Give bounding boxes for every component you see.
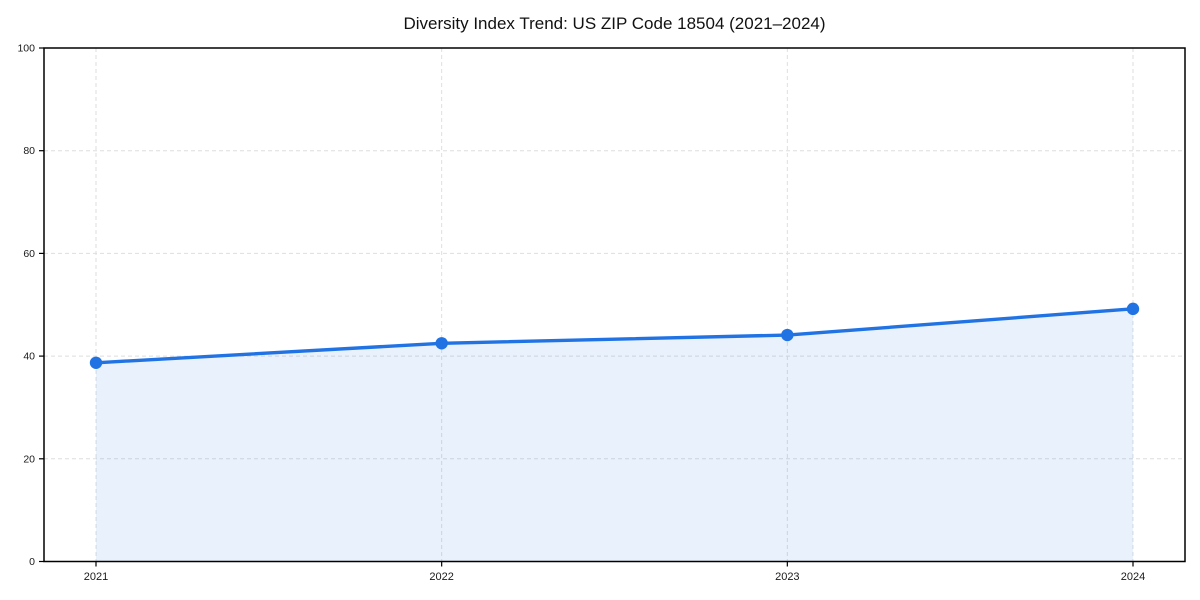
y-tick-label: 60 <box>23 248 35 260</box>
data-point-2023 <box>781 328 794 342</box>
y-tick-label: 80 <box>23 145 35 157</box>
x-tick-label: 2023 <box>775 571 799 583</box>
trend-line <box>94 307 1135 365</box>
x-tick-label: 2024 <box>1121 571 1145 583</box>
area-fill-shape <box>96 308 1133 562</box>
axes-border <box>43 47 1186 563</box>
y-tick-label: 100 <box>17 43 35 55</box>
area-fill <box>96 308 1133 562</box>
data-point-2024 <box>1126 302 1140 316</box>
axis-ticks <box>39 47 1134 567</box>
data-point-2022 <box>435 337 448 350</box>
data-point-2021 <box>89 356 103 369</box>
series-line <box>94 307 1135 365</box>
data-points <box>89 302 1140 369</box>
y-tick-label: 0 <box>29 556 35 568</box>
tick-labels: 0 20 40 60 80 100 2021 2022 2023 2024 <box>17 43 1145 584</box>
x-tick-label: 2021 <box>84 571 108 583</box>
plot-border <box>43 47 1186 563</box>
x-tick-label: 2022 <box>429 571 453 583</box>
y-tick-label: 40 <box>23 351 35 363</box>
y-tick-label: 20 <box>23 453 35 465</box>
chart-title: Diversity Index Trend: US ZIP Code 18504… <box>403 14 825 33</box>
